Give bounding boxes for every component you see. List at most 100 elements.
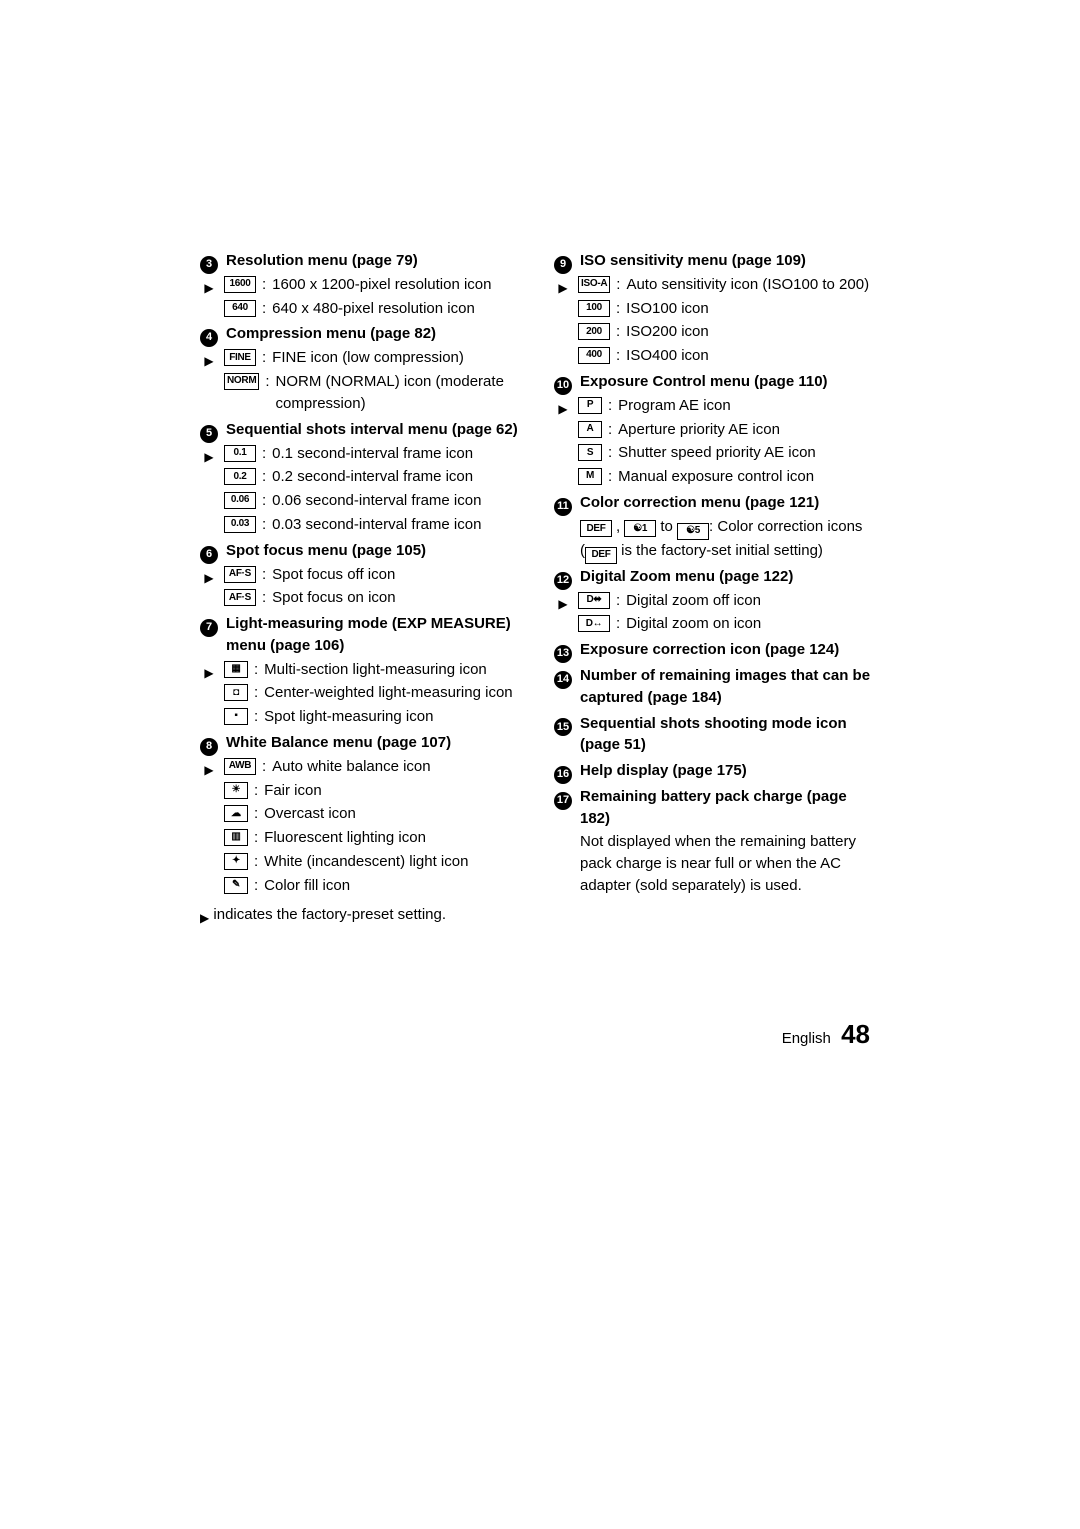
separator: : (254, 780, 258, 802)
default-marker-icon: ▶ (200, 443, 218, 465)
section-title: Light-measuring mode (EXP MEASURE) menu … (226, 613, 526, 657)
menu-icon: 1600 (224, 276, 256, 293)
color-correction-icons-line: DEF, ☯1 to ☯5: Color correction icons (554, 516, 880, 538)
default-marker-icon: ▶ (200, 911, 209, 925)
menu-icon: ☯1 (624, 520, 656, 537)
color-correction-note: (DEF is the factory-set initial setting) (554, 540, 880, 562)
menu-section: 12Digital Zoom menu (page 122)▶D⬌:Digita… (554, 566, 880, 635)
separator: : (254, 875, 258, 897)
item-description: Digital zoom on icon (626, 613, 880, 635)
separator: : (254, 706, 258, 728)
separator: : (254, 659, 258, 681)
item-description: 1600 x 1200-pixel resolution icon (272, 274, 526, 296)
default-marker-icon: ▶ (200, 347, 218, 369)
list-item: ☀: Fair icon (200, 780, 526, 802)
default-marker-icon: ▶ (200, 564, 218, 586)
list-item: 0.03:0.03 second-interval frame icon (200, 514, 526, 536)
list-item: D↔:Digital zoom on icon (554, 613, 880, 635)
list-item: ▪:Spot light-measuring icon (200, 706, 526, 728)
default-marker-icon: ▶ (554, 274, 572, 296)
menu-section: 17Remaining battery pack charge (page 18… (554, 786, 880, 897)
section-number-badge: 12 (554, 572, 572, 590)
menu-icon: DEF (580, 520, 612, 537)
list-item: ◘:Center-weighted light-measuring icon (200, 682, 526, 704)
separator: : (616, 345, 620, 367)
item-description: ISO400 icon (626, 345, 880, 367)
item-description: Spot focus on icon (272, 587, 526, 609)
section-number-badge: 4 (200, 329, 218, 347)
menu-section: 11Color correction menu (page 121)DEF, ☯… (554, 492, 880, 562)
separator: : (262, 274, 266, 296)
menu-icon: DEF (585, 547, 617, 564)
list-item: ▥:Fluorescent lighting icon (200, 827, 526, 849)
section-title: Exposure Control menu (page 110) (580, 371, 828, 393)
list-item: 400:ISO400 icon (554, 345, 880, 367)
section-header: 7Light-measuring mode (EXP MEASURE) menu… (200, 613, 526, 657)
list-item: ▶P:Program AE icon (554, 395, 880, 417)
menu-icon: A (578, 421, 602, 438)
section-header: 11Color correction menu (page 121) (554, 492, 880, 514)
separator: : (254, 803, 258, 825)
separator: : (262, 466, 266, 488)
separator: : (616, 321, 620, 343)
separator: : (265, 371, 269, 393)
section-header: 16Help display (page 175) (554, 760, 880, 782)
section-number-badge: 8 (200, 738, 218, 756)
section-header: 3Resolution menu (page 79) (200, 250, 526, 272)
item-description: 0.03 second-interval frame icon (272, 514, 526, 536)
list-item: S:Shutter speed priority AE icon (554, 442, 880, 464)
section-number-badge: 14 (554, 671, 572, 689)
list-item: 0.06:0.06 second-interval frame icon (200, 490, 526, 512)
footer-page-number: 48 (841, 1019, 870, 1049)
section-number-badge: 15 (554, 718, 572, 736)
separator: : (262, 756, 266, 778)
menu-icon: ☯5 (677, 523, 709, 540)
separator: : (262, 587, 266, 609)
separator: : (616, 590, 620, 612)
list-item: ✎:Color fill icon (200, 875, 526, 897)
section-title: ISO sensitivity menu (page 109) (580, 250, 806, 272)
item-description: Fair icon (264, 780, 526, 802)
menu-icon: AWB (224, 758, 256, 775)
item-description: Program AE icon (618, 395, 880, 417)
menu-icon: ☀ (224, 782, 248, 799)
default-marker-icon: ▶ (554, 395, 572, 417)
menu-section: 16Help display (page 175) (554, 760, 880, 782)
list-item: ▶AF·S:Spot focus off icon (200, 564, 526, 586)
menu-icon: P (578, 397, 602, 414)
left-column: 3Resolution menu (page 79)▶1600:1600 x 1… (200, 250, 526, 926)
menu-icon: 0.1 (224, 445, 256, 462)
menu-icon: ▥ (224, 829, 248, 846)
separator: : (262, 347, 266, 369)
menu-icon: AF·S (224, 589, 256, 606)
section-header: 14Number of remaining images that can be… (554, 665, 880, 709)
default-marker-icon: ▶ (200, 659, 218, 681)
menu-icon: 0.06 (224, 492, 256, 509)
default-marker-icon: ▶ (200, 274, 218, 296)
item-description: Spot focus off icon (272, 564, 526, 586)
menu-icon: ✦ (224, 853, 248, 870)
item-description: 0.1 second-interval frame icon (272, 443, 526, 465)
menu-section: 10Exposure Control menu (page 110)▶P:Pro… (554, 371, 880, 488)
separator: : (616, 298, 620, 320)
page-footer: English 48 (200, 1016, 880, 1054)
menu-icon: ◘ (224, 684, 248, 701)
item-description: 0.06 second-interval frame icon (272, 490, 526, 512)
separator: : (254, 851, 258, 873)
footer-language: English (782, 1030, 831, 1047)
menu-section: 14Number of remaining images that can be… (554, 665, 880, 709)
list-item: A:Aperture priority AE icon (554, 419, 880, 441)
menu-section: 13Exposure correction icon (page 124) (554, 639, 880, 661)
menu-icon: 640 (224, 300, 256, 317)
section-title: Spot focus menu (page 105) (226, 540, 426, 562)
section-title: Sequential shots interval menu (page 62) (226, 419, 518, 441)
item-description: White (incandescent) light icon (264, 851, 526, 873)
section-body-text: Not displayed when the remaining battery… (554, 831, 880, 896)
section-number-badge: 10 (554, 377, 572, 395)
separator: : (616, 274, 620, 296)
item-description: Shutter speed priority AE icon (618, 442, 880, 464)
menu-icon: 0.2 (224, 468, 256, 485)
list-item: AF·S: Spot focus on icon (200, 587, 526, 609)
separator: : (254, 827, 258, 849)
menu-icon: D⬌ (578, 592, 610, 609)
